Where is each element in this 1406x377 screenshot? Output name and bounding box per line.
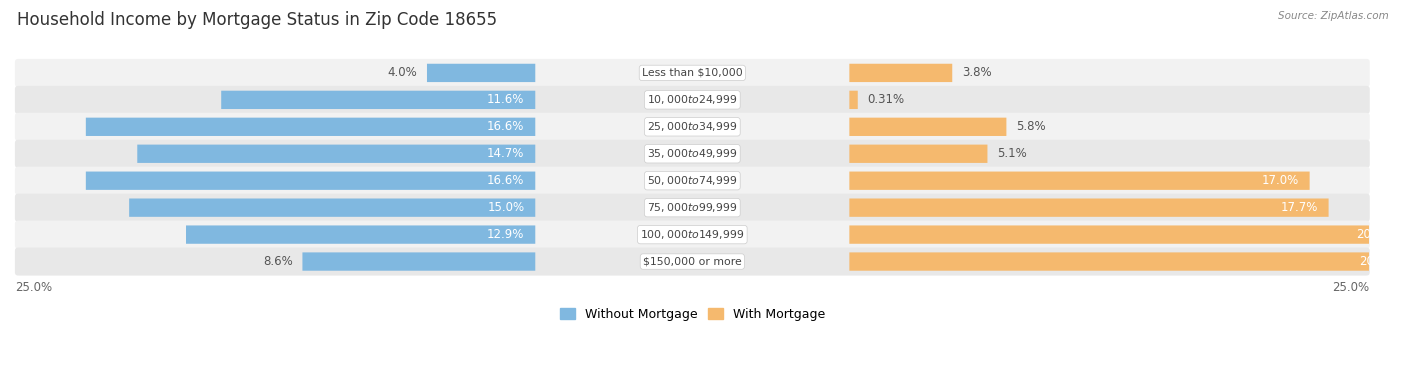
Text: 20.5%: 20.5% [1357,228,1393,241]
Text: 11.6%: 11.6% [486,93,524,106]
FancyBboxPatch shape [138,145,536,163]
Text: 3.8%: 3.8% [962,66,991,80]
FancyBboxPatch shape [849,225,1405,244]
FancyBboxPatch shape [427,64,536,82]
FancyBboxPatch shape [86,118,536,136]
FancyBboxPatch shape [186,225,536,244]
FancyBboxPatch shape [849,64,952,82]
FancyBboxPatch shape [129,199,536,217]
Text: $150,000 or more: $150,000 or more [643,257,742,267]
Text: 25.0%: 25.0% [1331,281,1369,294]
Text: $35,000 to $49,999: $35,000 to $49,999 [647,147,738,160]
Text: $50,000 to $74,999: $50,000 to $74,999 [647,174,738,187]
Text: 14.7%: 14.7% [486,147,524,160]
FancyBboxPatch shape [15,59,1369,87]
FancyBboxPatch shape [221,91,536,109]
FancyBboxPatch shape [15,140,1369,168]
Text: 5.8%: 5.8% [1017,120,1046,133]
Text: 16.6%: 16.6% [486,120,524,133]
Text: Household Income by Mortgage Status in Zip Code 18655: Household Income by Mortgage Status in Z… [17,11,496,29]
FancyBboxPatch shape [849,145,987,163]
FancyBboxPatch shape [15,248,1369,276]
Text: 12.9%: 12.9% [486,228,524,241]
Text: $25,000 to $34,999: $25,000 to $34,999 [647,120,738,133]
FancyBboxPatch shape [849,91,858,109]
FancyBboxPatch shape [849,199,1329,217]
Text: $100,000 to $149,999: $100,000 to $149,999 [640,228,744,241]
Text: 4.0%: 4.0% [388,66,418,80]
Text: 0.31%: 0.31% [868,93,904,106]
Text: 20.6%: 20.6% [1360,255,1396,268]
FancyBboxPatch shape [15,113,1369,141]
Text: Source: ZipAtlas.com: Source: ZipAtlas.com [1278,11,1389,21]
Text: 25.0%: 25.0% [15,281,52,294]
Text: 16.6%: 16.6% [486,174,524,187]
Text: $10,000 to $24,999: $10,000 to $24,999 [647,93,738,106]
FancyBboxPatch shape [15,221,1369,248]
FancyBboxPatch shape [86,172,536,190]
Text: 17.0%: 17.0% [1261,174,1299,187]
Text: 8.6%: 8.6% [263,255,292,268]
Text: 17.7%: 17.7% [1281,201,1317,214]
FancyBboxPatch shape [849,118,1007,136]
Text: $75,000 to $99,999: $75,000 to $99,999 [647,201,738,214]
Text: Less than $10,000: Less than $10,000 [643,68,742,78]
FancyBboxPatch shape [15,167,1369,195]
Legend: Without Mortgage, With Mortgage: Without Mortgage, With Mortgage [555,303,830,326]
Text: 15.0%: 15.0% [488,201,524,214]
FancyBboxPatch shape [849,172,1309,190]
FancyBboxPatch shape [15,86,1369,114]
FancyBboxPatch shape [15,194,1369,222]
FancyBboxPatch shape [849,252,1406,271]
Text: 5.1%: 5.1% [997,147,1026,160]
FancyBboxPatch shape [302,252,536,271]
